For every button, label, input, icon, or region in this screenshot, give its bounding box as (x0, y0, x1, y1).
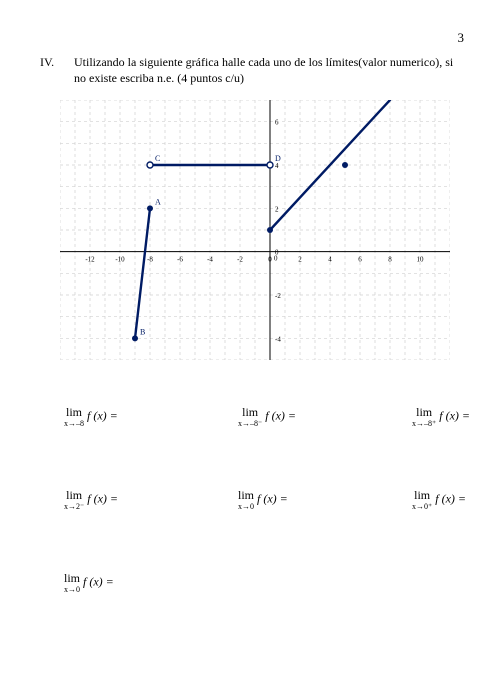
svg-text:6: 6 (275, 119, 279, 127)
svg-text:A: A (155, 198, 161, 207)
limits-row-3: limx→0 f (x) = (64, 571, 464, 594)
svg-text:6: 6 (358, 256, 362, 264)
svg-text:B: B (140, 328, 145, 337)
svg-text:0: 0 (268, 256, 272, 264)
svg-text:-10: -10 (115, 256, 125, 264)
limit-4: limx→2⁻ f (x) = (64, 488, 154, 511)
limit-7: limx→0 f (x) = (64, 571, 154, 594)
limit-2: limx→–8⁻ f (x) = (238, 405, 328, 428)
svg-text:-12: -12 (85, 256, 95, 264)
svg-text:8: 8 (388, 256, 392, 264)
problem-roman: IV. (40, 54, 74, 86)
limit-5: limx→0 f (x) = (238, 488, 328, 511)
svg-text:D: D (275, 154, 281, 163)
svg-text:4: 4 (328, 256, 332, 264)
page-number: 3 (40, 30, 464, 46)
svg-text:2: 2 (298, 256, 302, 264)
limits-row-2: limx→2⁻ f (x) = limx→0 f (x) = limx→0⁺ f… (64, 488, 464, 511)
limits-chart: -12-10-8-6-4-20246810-4-202460ABCD (60, 100, 450, 360)
svg-text:-2: -2 (237, 256, 243, 264)
svg-text:2: 2 (275, 206, 279, 214)
problem-statement: IV. Utilizando la siguiente gráfica hall… (40, 54, 464, 86)
svg-text:C: C (155, 154, 160, 163)
svg-text:4: 4 (275, 162, 279, 170)
chart-container: -12-10-8-6-4-20246810-4-202460ABCD (60, 100, 464, 365)
limits-grid: limx→–8 f (x) = limx→–8⁻ f (x) = limx→–8… (64, 405, 464, 594)
limits-row-1: limx→–8 f (x) = limx→–8⁻ f (x) = limx→–8… (64, 405, 464, 428)
svg-text:-6: -6 (177, 256, 183, 264)
limit-1: limx→–8 f (x) = (64, 405, 154, 428)
problem-text: Utilizando la siguiente gráfica halle ca… (74, 54, 464, 86)
svg-text:-4: -4 (275, 336, 281, 344)
limit-3: limx→–8⁺ f (x) = (412, 405, 502, 428)
svg-text:-8: -8 (147, 256, 153, 264)
svg-text:0: 0 (274, 255, 278, 263)
svg-text:-2: -2 (275, 292, 281, 300)
limit-6: limx→0⁺ f (x) = (412, 488, 502, 511)
svg-text:10: 10 (417, 256, 425, 264)
svg-text:-4: -4 (207, 256, 213, 264)
